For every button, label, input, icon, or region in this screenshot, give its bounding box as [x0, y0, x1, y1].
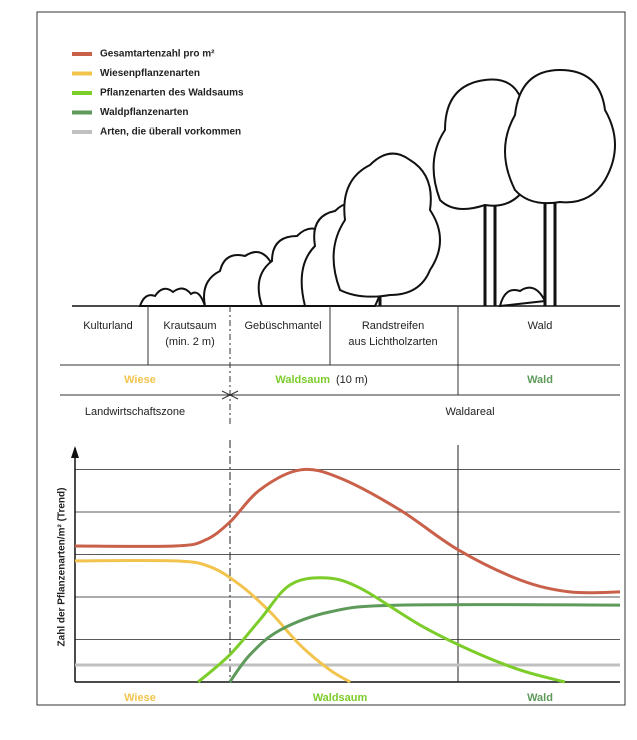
page: Gesamtartenzahl pro m² Wiesenpflanzenarte… — [0, 0, 637, 740]
x-zone-label: Wald — [527, 692, 553, 704]
zone-label: Randstreifen — [362, 320, 424, 332]
zone-label: Gebüschmantel — [244, 320, 321, 332]
zone-label: Krautsaum — [163, 320, 216, 332]
zone-label: Kulturland — [83, 320, 133, 332]
area-label: Landwirtschaftszone — [85, 406, 185, 418]
y-axis-label: Zahl der Pflanzenarten/m² (Trend) — [57, 488, 68, 647]
area-label: Waldareal — [445, 406, 494, 418]
belt-note: (10 m) — [336, 374, 368, 386]
legend-label: Waldpflanzenarten — [100, 107, 189, 118]
belt-label: Wald — [527, 374, 553, 386]
legend-label: Arten, die überall vorkommen — [100, 127, 241, 138]
x-zone-label: Waldsaum — [313, 692, 368, 704]
zone-sublabel: aus Lichtholzarten — [348, 336, 437, 348]
zone-label: Wald — [528, 320, 553, 332]
belt-label: Wiese — [124, 374, 156, 386]
legend-label: Wiesenpflanzenarten — [100, 68, 200, 79]
belt-label: Waldsaum — [275, 374, 330, 386]
zone-sublabel: (min. 2 m) — [165, 336, 215, 348]
legend-label: Pflanzenarten des Waldsaums — [100, 88, 244, 99]
x-zone-label: Wiese — [124, 692, 156, 704]
legend-label: Gesamtartenzahl pro m² — [100, 49, 215, 60]
